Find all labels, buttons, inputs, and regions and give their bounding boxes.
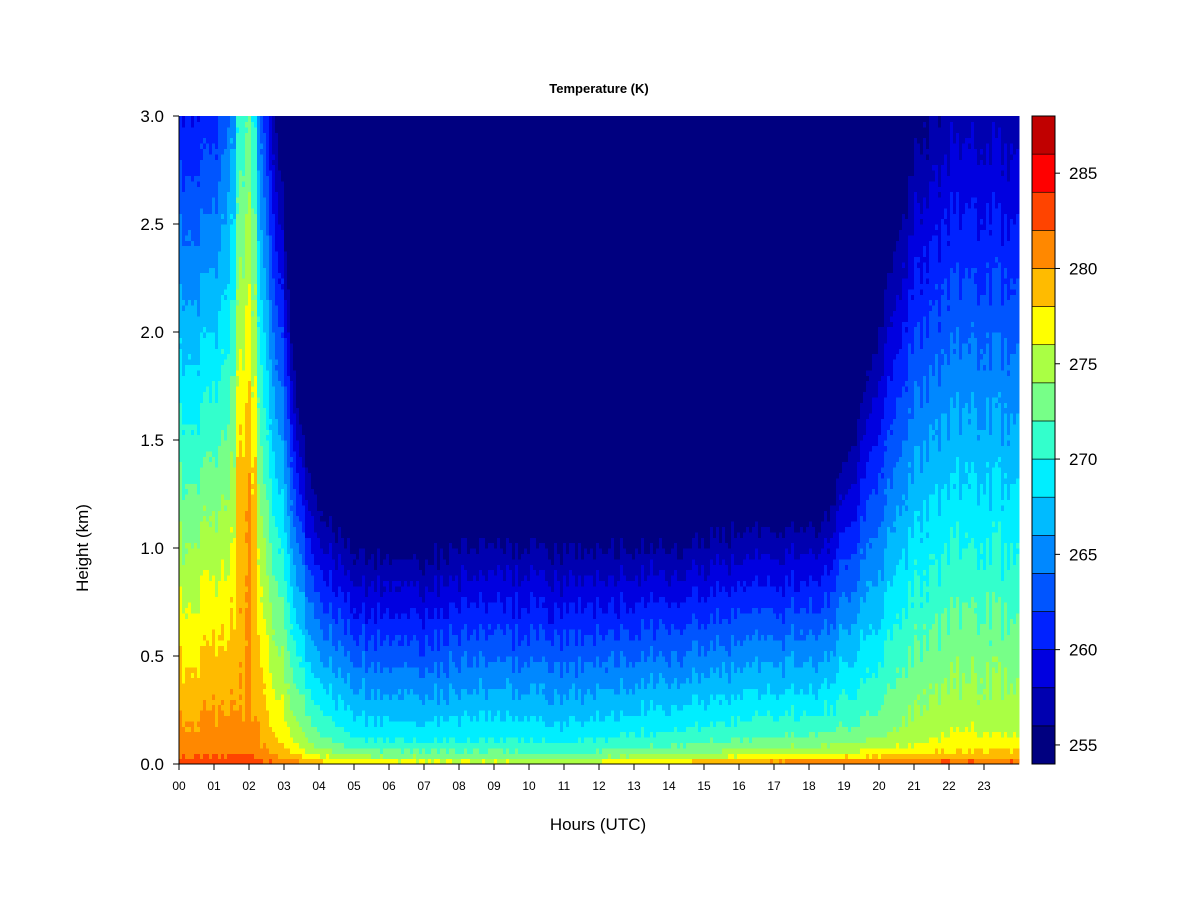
chart-title: Temperature (K) [549,81,648,96]
plot-area [179,116,1020,765]
